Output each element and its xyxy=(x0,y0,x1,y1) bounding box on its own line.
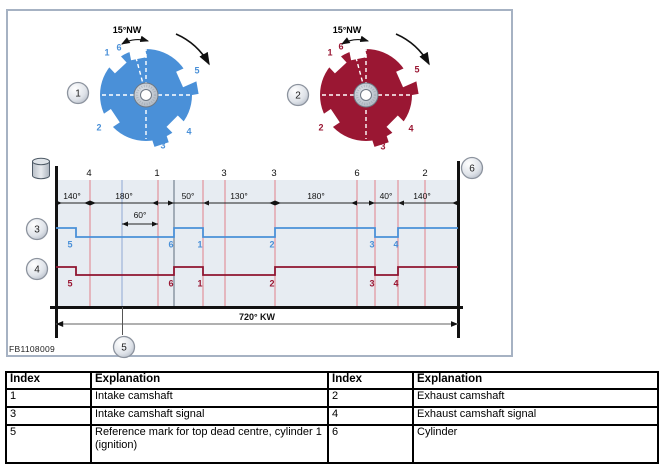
legend-cell-explanation: Exhaust camshaft xyxy=(412,388,659,408)
svg-text:1: 1 xyxy=(75,89,81,100)
callout-6: 6 xyxy=(460,156,484,180)
intake-signal-labels: 5 6 1 2 3 4 xyxy=(67,240,398,250)
svg-text:3: 3 xyxy=(271,168,276,179)
figure-code: FB1108009 xyxy=(9,344,55,354)
svg-text:5: 5 xyxy=(67,279,72,289)
legend-cell-index: 5 xyxy=(5,424,92,464)
wheel2-angle-label: 15°NW xyxy=(333,25,362,35)
legend-cell-explanation: Intake camshaft xyxy=(90,388,329,408)
legend-row-2: 3 Intake camshaft signal 4 Exhaust camsh… xyxy=(5,406,659,426)
camshaft-diagram: 1 6 5 4 3 2 15°NW 1 1 6 xyxy=(6,9,513,359)
wheel1-pos-2: 2 xyxy=(96,123,101,133)
legend-cell-index: 4 xyxy=(327,406,414,426)
svg-text:4: 4 xyxy=(393,279,398,289)
svg-text:2: 2 xyxy=(269,240,274,250)
cylinder-reference-lines xyxy=(89,180,426,307)
wheel1-rotation-arrow xyxy=(175,33,210,66)
svg-text:6: 6 xyxy=(354,168,359,179)
svg-text:3: 3 xyxy=(221,168,226,179)
svg-text:1: 1 xyxy=(197,240,202,250)
svg-text:60°: 60° xyxy=(134,210,147,220)
svg-text:130°: 130° xyxy=(230,191,248,201)
svg-text:4: 4 xyxy=(86,168,91,179)
legend-cell-index: 2 xyxy=(327,388,414,408)
svg-text:720° KW: 720° KW xyxy=(239,312,276,322)
legend-row-3: 5 Reference mark for top dead centre, cy… xyxy=(5,424,659,464)
legend-header-explanation-left: Explanation xyxy=(90,371,329,390)
callout-4: 4 xyxy=(25,257,49,281)
legend-cell-explanation: Exhaust camshaft signal xyxy=(412,406,659,426)
wheel2-pos-2: 2 xyxy=(318,123,323,133)
wheel2-pos-1: 1 xyxy=(327,48,332,58)
svg-text:50°: 50° xyxy=(182,191,195,201)
svg-text:5: 5 xyxy=(67,240,72,250)
legend-cell-index: 3 xyxy=(5,406,92,426)
wheel2-rotation-arrow xyxy=(395,33,430,66)
legend-header-explanation-right: Explanation xyxy=(412,371,659,390)
svg-text:3: 3 xyxy=(369,240,374,250)
intake-signal-trace xyxy=(56,227,458,238)
legend-header-index-right: Index xyxy=(327,371,414,390)
wheel2-pos-6: 6 xyxy=(338,42,343,52)
legend-table: Index Explanation Index Explanation 1 In… xyxy=(5,371,659,464)
legend-header-index-left: Index xyxy=(5,371,92,390)
svg-text:40°: 40° xyxy=(380,191,393,201)
exhaust-signal-labels: 5 6 1 2 3 4 xyxy=(67,279,398,289)
callout-5: 5 xyxy=(112,335,136,359)
wheel2-angle-arrow xyxy=(341,35,370,45)
svg-text:6: 6 xyxy=(168,240,173,250)
exhaust-trigger-wheel: 1 6 5 4 3 2 15°NW 2 xyxy=(286,25,430,157)
wheel1-angle-arrow xyxy=(121,35,150,45)
chart-top-numbers: 4 1 3 3 6 2 xyxy=(86,168,427,179)
wheel1-pos-1: 1 xyxy=(104,48,109,58)
wheel1-pos-6: 6 xyxy=(116,43,121,53)
legend-cell-explanation: Reference mark for top dead centre, cyli… xyxy=(90,424,329,464)
signal-timing-chart: 4 1 3 3 6 2 140° 180° 50° 130° 180° xyxy=(25,156,484,359)
callout-2: 2 xyxy=(286,83,310,107)
svg-text:5: 5 xyxy=(121,343,127,354)
legend-cell-index: 6 xyxy=(327,424,414,464)
svg-text:4: 4 xyxy=(393,240,398,250)
svg-text:4: 4 xyxy=(34,265,40,276)
svg-text:3: 3 xyxy=(369,279,374,289)
legend-cell-index: 1 xyxy=(5,388,92,408)
cylinder-icon xyxy=(32,157,50,180)
svg-text:2: 2 xyxy=(422,168,427,179)
legend-cell-explanation: Intake camshaft signal xyxy=(90,406,329,426)
svg-text:6: 6 xyxy=(469,164,475,175)
sub-dimension-60: 60° xyxy=(122,210,158,227)
svg-text:180°: 180° xyxy=(115,191,133,201)
svg-text:180°: 180° xyxy=(307,191,325,201)
wheel1-angle-label: 15°NW xyxy=(113,25,142,35)
svg-text:1: 1 xyxy=(154,168,159,179)
hub xyxy=(353,82,379,108)
callout-1: 1 xyxy=(66,81,90,105)
intake-trigger-wheel: 1 6 5 4 3 2 15°NW 1 xyxy=(66,25,210,157)
callout-3: 3 xyxy=(25,217,49,241)
wheel2-pos-5: 5 xyxy=(414,65,419,75)
wheel2-pos-4: 4 xyxy=(408,124,413,134)
wheel1-pos-3: 3 xyxy=(160,141,165,151)
svg-text:3: 3 xyxy=(34,225,40,236)
angle-dimension-labels: 140° 180° 50° 130° 180° 40° 140° xyxy=(63,191,431,201)
svg-text:1: 1 xyxy=(197,279,202,289)
hub xyxy=(133,82,159,108)
legend-cell-explanation: Cylinder xyxy=(412,424,659,464)
svg-text:140°: 140° xyxy=(413,191,431,201)
legend-header-row: Index Explanation Index Explanation xyxy=(5,371,659,390)
wheel2-pos-3: 3 xyxy=(380,142,385,152)
svg-text:6: 6 xyxy=(168,279,173,289)
wheel1-pos-5: 5 xyxy=(194,66,199,76)
wheel1-pos-4: 4 xyxy=(186,127,191,137)
svg-text:2: 2 xyxy=(295,91,301,102)
exhaust-signal-trace xyxy=(56,266,458,276)
svg-text:2: 2 xyxy=(269,279,274,289)
svg-text:140°: 140° xyxy=(63,191,81,201)
legend-row-1: 1 Intake camshaft 2 Exhaust camshaft xyxy=(5,388,659,408)
